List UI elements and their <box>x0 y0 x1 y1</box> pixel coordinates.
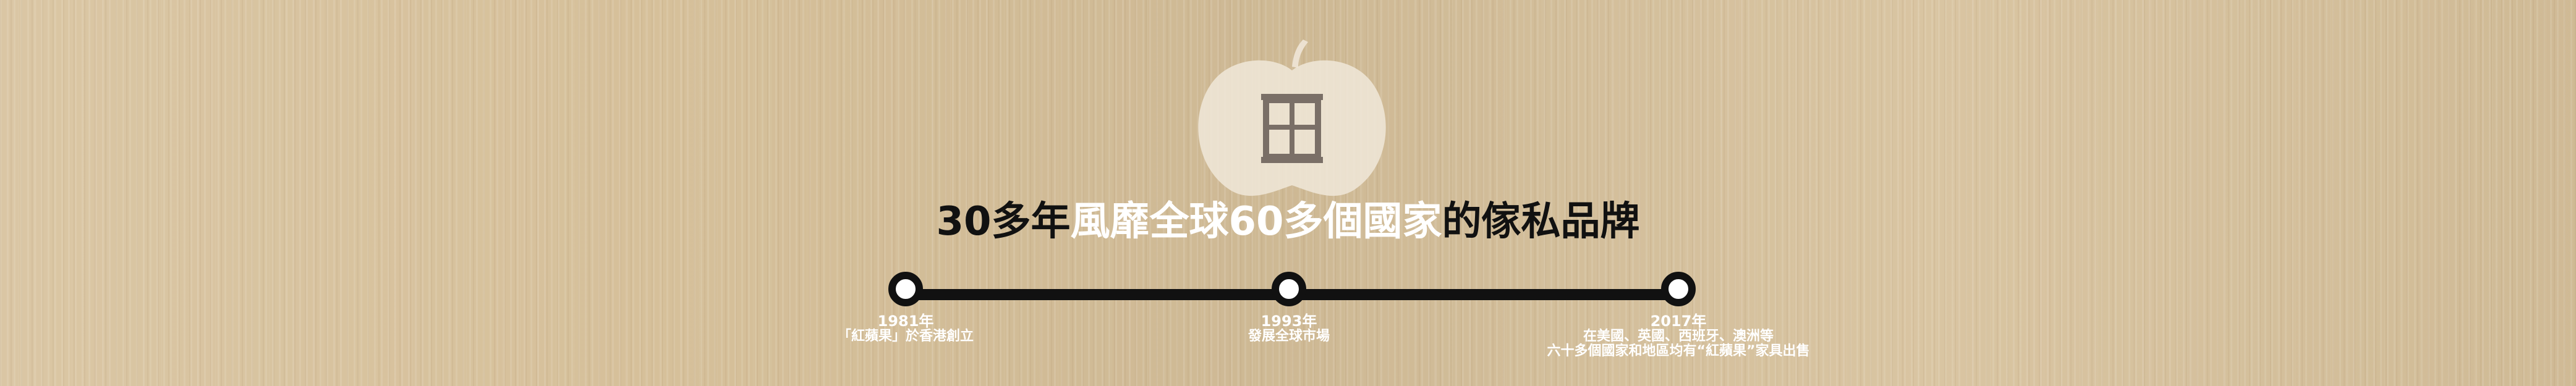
timeline-node-1993 <box>1272 272 1306 306</box>
timeline-node-2017 <box>1661 272 1696 306</box>
timeline-label-1993: 1993年 發展全球市場 <box>1248 313 1330 344</box>
headline-part-3: 的傢私品牌 <box>1442 199 1640 245</box>
apple-window-logo-icon <box>1198 40 1386 196</box>
headline-part-1: 30多年 <box>936 199 1071 245</box>
history-timeline <box>888 272 1696 309</box>
timeline-node-1981 <box>888 272 923 306</box>
headline: 30多年風靡全球60多個國家的傢私品牌 <box>0 196 2576 247</box>
timeline-description: 在美國、英國、西班牙、澳洲等 <box>1583 329 1774 344</box>
timeline-label-2017: 2017年 在美國、英國、西班牙、澳洲等 六十多個國家和地區均有“紅蘋果”家具出… <box>1547 313 1810 359</box>
timeline-description: 發展全球市場 <box>1248 329 1330 344</box>
timeline-label-1981: 1981年 「紅蘋果」於香港創立 <box>838 313 974 344</box>
timeline-year: 2017年 <box>1650 313 1707 330</box>
timeline-description: 六十多個國家和地區均有“紅蘋果”家具出售 <box>1547 343 1810 359</box>
timeline-year: 1981年 <box>877 313 934 330</box>
headline-part-2: 風靡全球60多個國家 <box>1070 199 1442 245</box>
timeline-description: 「紅蘋果」於香港創立 <box>837 329 974 344</box>
timeline-year: 1993年 <box>1260 313 1317 330</box>
